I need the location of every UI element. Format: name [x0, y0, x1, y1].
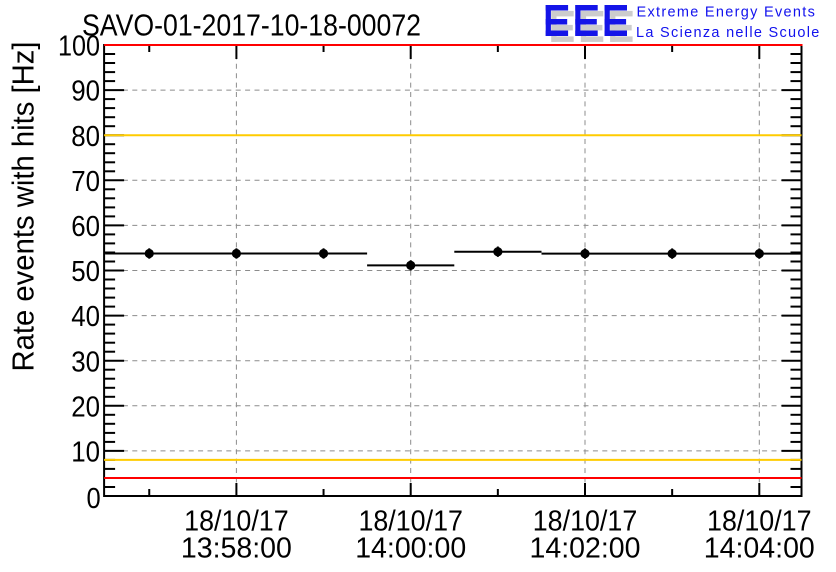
svg-text:30: 30 [71, 346, 100, 378]
svg-text:18/10/17: 18/10/17 [184, 506, 289, 538]
svg-text:Rate events with hits [Hz]: Rate events with hits [Hz] [7, 42, 41, 372]
svg-text:18/10/17: 18/10/17 [707, 506, 812, 538]
svg-text:La Scienza nelle Scuole: La Scienza nelle Scuole [636, 25, 821, 41]
svg-text:13:58:00: 13:58:00 [181, 532, 292, 564]
svg-text:70: 70 [71, 166, 100, 198]
svg-text:SAVO-01-2017-10-18-00072: SAVO-01-2017-10-18-00072 [82, 8, 421, 42]
svg-text:60: 60 [71, 211, 100, 243]
svg-text:50: 50 [71, 256, 100, 288]
svg-text:90: 90 [71, 76, 100, 108]
svg-text:80: 80 [71, 121, 100, 153]
svg-text:14:02:00: 14:02:00 [530, 532, 641, 564]
svg-text:18/10/17: 18/10/17 [358, 506, 463, 538]
svg-text:100: 100 [58, 31, 100, 63]
svg-text:10: 10 [71, 437, 100, 469]
svg-text:20: 20 [71, 391, 100, 423]
svg-text:0: 0 [87, 483, 101, 515]
svg-text:18/10/17: 18/10/17 [533, 506, 638, 538]
svg-text:Extreme Energy Events: Extreme Energy Events [637, 5, 817, 21]
svg-text:14:04:00: 14:04:00 [704, 532, 815, 564]
svg-text:14:00:00: 14:00:00 [355, 532, 466, 564]
svg-text:40: 40 [71, 301, 100, 333]
